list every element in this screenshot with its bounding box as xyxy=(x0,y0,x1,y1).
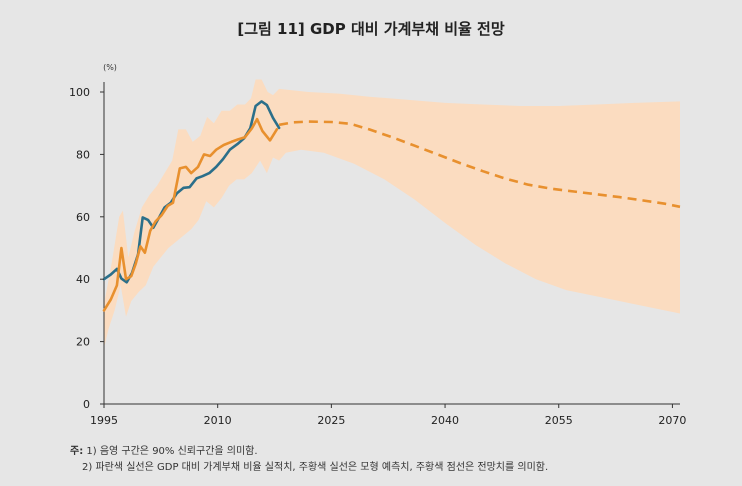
x-tick-label-2040: 2040 xyxy=(431,414,459,427)
note-1: 1) 음영 구간은 90% 신뢰구간을 의미함. xyxy=(86,446,258,457)
y-tick-label-40: 40 xyxy=(76,273,90,286)
y-tick-label-100: 100 xyxy=(69,86,90,99)
chart-title: [그림 11] GDP 대비 가계부채 비율 전망 xyxy=(237,20,505,38)
confidence-band-layer xyxy=(104,79,680,348)
y-tick-label-0: 0 xyxy=(83,398,90,411)
note-2: 2) 파란색 실선은 GDP 대비 가계부채 비율 실적치, 주황색 실선은 모… xyxy=(82,462,549,473)
chart-notes: 주: 1) 음영 구간은 90% 신뢰구간을 의미함. 2) 파란색 실선은 G… xyxy=(70,444,548,476)
x-tick-label-2025: 2025 xyxy=(317,414,345,427)
series-layer xyxy=(102,100,681,312)
y-tick-label-60: 60 xyxy=(76,211,90,224)
x-tick-label-1995: 1995 xyxy=(90,414,118,427)
y-unit-label: (%) xyxy=(103,63,117,72)
x-tick-label-2055: 2055 xyxy=(545,414,573,427)
model-line xyxy=(102,117,279,312)
confidence-band xyxy=(104,79,680,348)
axes-layer xyxy=(103,82,680,405)
forecast-line xyxy=(278,120,681,209)
y-tick-label-80: 80 xyxy=(76,148,90,161)
notes-label: 주: xyxy=(70,446,84,457)
x-tick-label-2010: 2010 xyxy=(204,414,232,427)
y-tick-label-20: 20 xyxy=(76,336,90,349)
x-tick-label-2070: 2070 xyxy=(658,414,686,427)
